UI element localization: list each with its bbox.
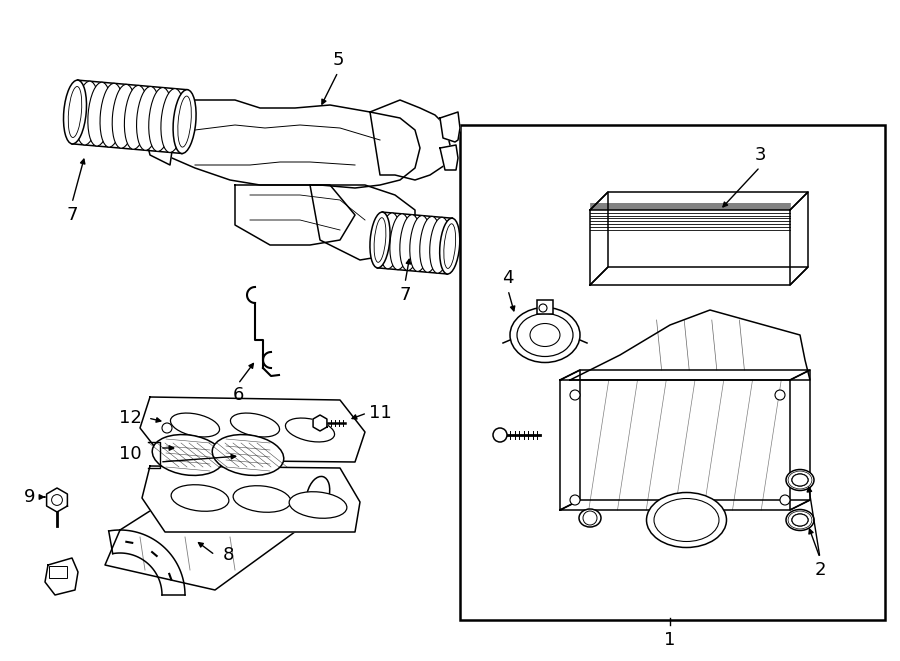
Ellipse shape bbox=[88, 82, 111, 146]
Ellipse shape bbox=[410, 215, 430, 272]
Text: 11: 11 bbox=[369, 404, 392, 422]
Polygon shape bbox=[310, 185, 415, 260]
Ellipse shape bbox=[440, 218, 460, 274]
Polygon shape bbox=[105, 460, 325, 590]
Ellipse shape bbox=[786, 469, 814, 490]
Polygon shape bbox=[47, 488, 68, 512]
Polygon shape bbox=[145, 108, 175, 165]
Text: 10: 10 bbox=[119, 445, 141, 463]
Ellipse shape bbox=[124, 85, 148, 149]
Polygon shape bbox=[590, 267, 808, 285]
Circle shape bbox=[570, 390, 580, 400]
Polygon shape bbox=[140, 397, 365, 462]
Ellipse shape bbox=[400, 215, 420, 270]
Ellipse shape bbox=[530, 323, 560, 346]
Ellipse shape bbox=[370, 212, 390, 268]
Polygon shape bbox=[313, 415, 327, 431]
Ellipse shape bbox=[429, 217, 450, 273]
Polygon shape bbox=[570, 310, 810, 380]
Polygon shape bbox=[72, 80, 187, 153]
Ellipse shape bbox=[161, 89, 184, 153]
Ellipse shape bbox=[510, 307, 580, 362]
Polygon shape bbox=[590, 192, 808, 210]
Ellipse shape bbox=[285, 418, 335, 442]
Ellipse shape bbox=[152, 434, 224, 475]
Ellipse shape bbox=[419, 216, 440, 272]
Ellipse shape bbox=[390, 214, 410, 270]
Circle shape bbox=[539, 304, 547, 312]
Text: 6: 6 bbox=[232, 386, 244, 404]
Polygon shape bbox=[440, 112, 460, 142]
Text: 5: 5 bbox=[332, 51, 344, 69]
Ellipse shape bbox=[137, 87, 159, 150]
Ellipse shape bbox=[230, 413, 280, 437]
Polygon shape bbox=[590, 192, 608, 285]
Ellipse shape bbox=[646, 492, 726, 547]
Polygon shape bbox=[440, 145, 458, 170]
Polygon shape bbox=[145, 100, 420, 188]
Ellipse shape bbox=[792, 474, 808, 486]
Circle shape bbox=[570, 495, 580, 505]
Circle shape bbox=[162, 423, 172, 433]
Polygon shape bbox=[109, 530, 185, 595]
Polygon shape bbox=[142, 466, 360, 532]
Polygon shape bbox=[790, 192, 808, 285]
Circle shape bbox=[493, 428, 507, 442]
Circle shape bbox=[583, 511, 597, 525]
Ellipse shape bbox=[380, 213, 400, 269]
Polygon shape bbox=[790, 370, 810, 510]
Ellipse shape bbox=[289, 492, 347, 518]
Ellipse shape bbox=[171, 485, 229, 511]
Ellipse shape bbox=[76, 81, 99, 145]
Ellipse shape bbox=[654, 498, 719, 541]
Text: 12: 12 bbox=[119, 409, 141, 427]
Text: 8: 8 bbox=[222, 546, 234, 564]
Ellipse shape bbox=[792, 514, 808, 526]
Polygon shape bbox=[560, 370, 580, 510]
Polygon shape bbox=[235, 185, 355, 245]
Bar bbox=[537, 300, 553, 314]
Ellipse shape bbox=[112, 85, 135, 148]
Text: 7: 7 bbox=[400, 286, 410, 304]
Polygon shape bbox=[378, 212, 452, 274]
Text: 9: 9 bbox=[24, 488, 36, 506]
Polygon shape bbox=[560, 500, 810, 510]
Text: 2: 2 bbox=[814, 561, 826, 579]
Ellipse shape bbox=[212, 434, 284, 475]
Ellipse shape bbox=[786, 510, 814, 531]
Polygon shape bbox=[45, 558, 78, 595]
Bar bbox=[49, 566, 67, 578]
Ellipse shape bbox=[306, 477, 329, 514]
Polygon shape bbox=[370, 100, 450, 180]
Ellipse shape bbox=[517, 313, 573, 356]
Ellipse shape bbox=[233, 486, 291, 512]
Circle shape bbox=[775, 390, 785, 400]
Text: 7: 7 bbox=[67, 206, 77, 224]
Circle shape bbox=[780, 495, 790, 505]
Bar bbox=[460, 125, 885, 620]
Text: 3: 3 bbox=[754, 146, 766, 164]
Ellipse shape bbox=[579, 509, 601, 527]
Ellipse shape bbox=[64, 80, 86, 144]
Ellipse shape bbox=[170, 413, 220, 437]
Ellipse shape bbox=[173, 90, 196, 153]
Ellipse shape bbox=[100, 83, 123, 147]
Polygon shape bbox=[560, 370, 810, 380]
Text: 4: 4 bbox=[502, 269, 514, 287]
Ellipse shape bbox=[148, 87, 172, 151]
Text: 1: 1 bbox=[664, 631, 676, 649]
